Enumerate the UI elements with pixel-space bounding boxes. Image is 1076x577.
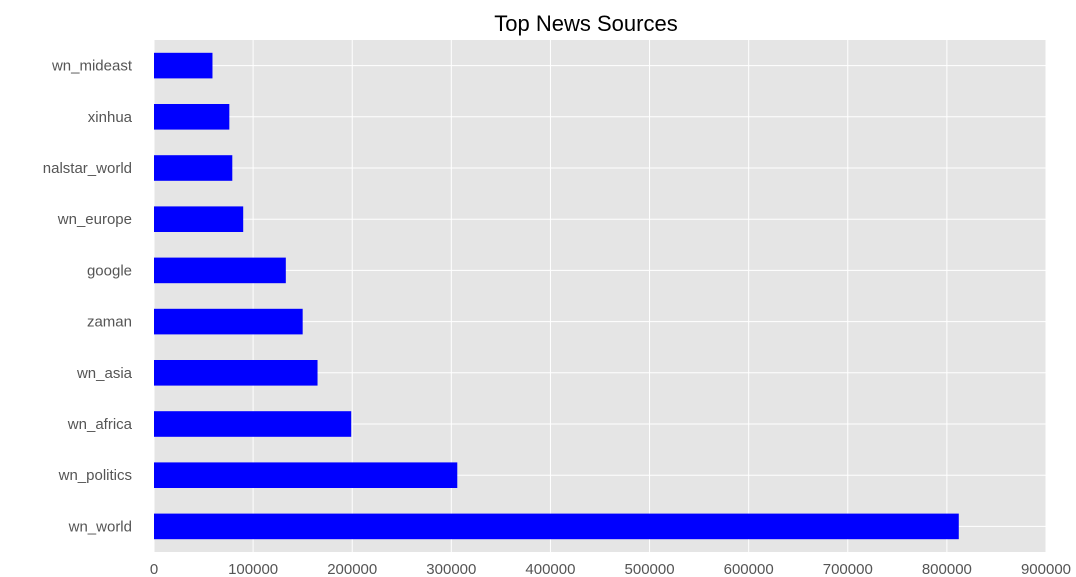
x-tick-labels: 0 100000 200000 300000 400000 500000 600000 700…	[150, 561, 1071, 577]
bar-nalstar-world	[154, 155, 233, 181]
y-tick-label: wn_world	[68, 518, 132, 535]
bar-google	[154, 257, 286, 284]
x-tick-label: 500000	[625, 561, 675, 577]
x-tick-label: 400000	[525, 561, 575, 577]
y-tick-label: xinhua	[88, 109, 133, 126]
y-tick-label: wn_africa	[67, 416, 133, 433]
y-tick-label: wn_mideast	[51, 58, 133, 75]
bars	[154, 52, 959, 540]
bar-zaman	[154, 308, 303, 335]
x-tick-label: 100000	[228, 561, 278, 577]
y-tick-label: google	[87, 262, 132, 279]
bar-wn-politics	[154, 462, 458, 488]
bar-wn-world	[154, 513, 959, 540]
y-tick-label: zaman	[87, 314, 132, 331]
y-tick-label: wn_asia	[76, 365, 133, 382]
bar-wn-asia	[154, 360, 318, 386]
x-tick-label: 200000	[327, 561, 377, 577]
bar-wn-africa	[154, 411, 352, 437]
x-tick-label: 800000	[922, 561, 972, 577]
bar-wn-mideast	[154, 52, 213, 79]
x-tick-label: 900000	[1021, 561, 1071, 577]
x-tick-label: 0	[150, 561, 158, 577]
x-tick-label: 600000	[724, 561, 774, 577]
y-tick-label: wn_europe	[57, 211, 132, 228]
y-tick-label: wn_politics	[58, 467, 132, 484]
y-tick-label: nalstar_world	[43, 160, 132, 177]
x-tick-label: 700000	[823, 561, 873, 577]
bar-wn-europe	[154, 206, 244, 232]
bar-xinhua	[154, 104, 230, 130]
x-tick-label: 300000	[426, 561, 476, 577]
chart-title: Top News Sources	[494, 11, 677, 36]
